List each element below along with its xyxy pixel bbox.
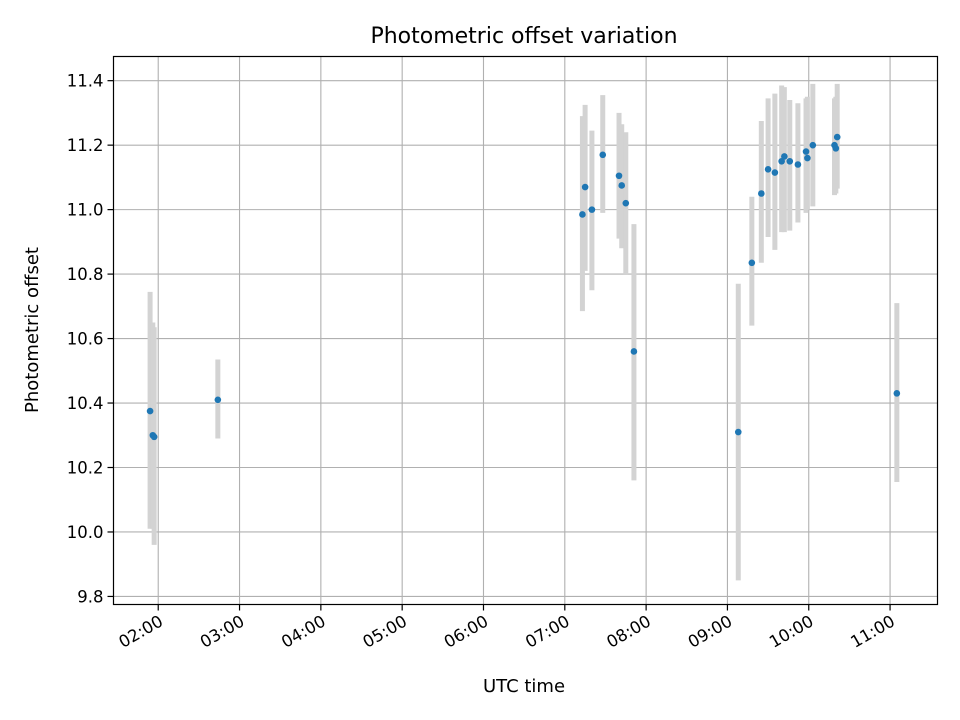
data-point [802,148,810,155]
y-tick-label: 10.0 [67,523,104,542]
y-tick-label: 11.2 [67,136,104,155]
data-point [758,190,765,197]
data-point [771,169,779,176]
y-tick-label: 9.8 [77,587,103,606]
data-point [794,161,802,168]
data-point [748,259,756,267]
data-point [778,157,785,165]
data-point [579,211,586,218]
data-point [804,154,811,162]
y-tick-label: 11.4 [67,72,104,91]
y-tick-label: 10.4 [67,394,104,413]
data-point [630,348,638,355]
data-point [833,133,841,141]
data-points [146,133,901,441]
data-point [146,407,154,415]
x-axis-label: UTC time [483,676,565,697]
data-point [599,151,607,159]
y-tick-label: 10.8 [67,265,104,284]
data-point [615,172,623,180]
data-point [734,428,742,436]
data-point [618,182,626,189]
data-point [150,433,158,441]
y-tick-label: 11.0 [67,201,104,220]
data-point [581,183,589,191]
y-tick-label: 10.2 [67,459,104,478]
data-point [832,145,840,152]
plot-frame [112,55,939,606]
data-point [622,199,630,207]
data-point [764,166,772,173]
data-point [786,157,794,165]
data-point [893,390,901,397]
data-point [809,141,817,149]
y-axis: 9.8 10.0 10.2 10.4 10.6 10.8 11.0 11.2 11.4 [67,72,114,606]
data-point [588,206,596,213]
y-axis-label: Photometric offset [22,247,43,413]
y-tick-label: 10.6 [67,330,104,349]
data-point [781,153,788,160]
chart-title: Photometric offset variation [370,24,677,49]
data-point [214,396,222,404]
